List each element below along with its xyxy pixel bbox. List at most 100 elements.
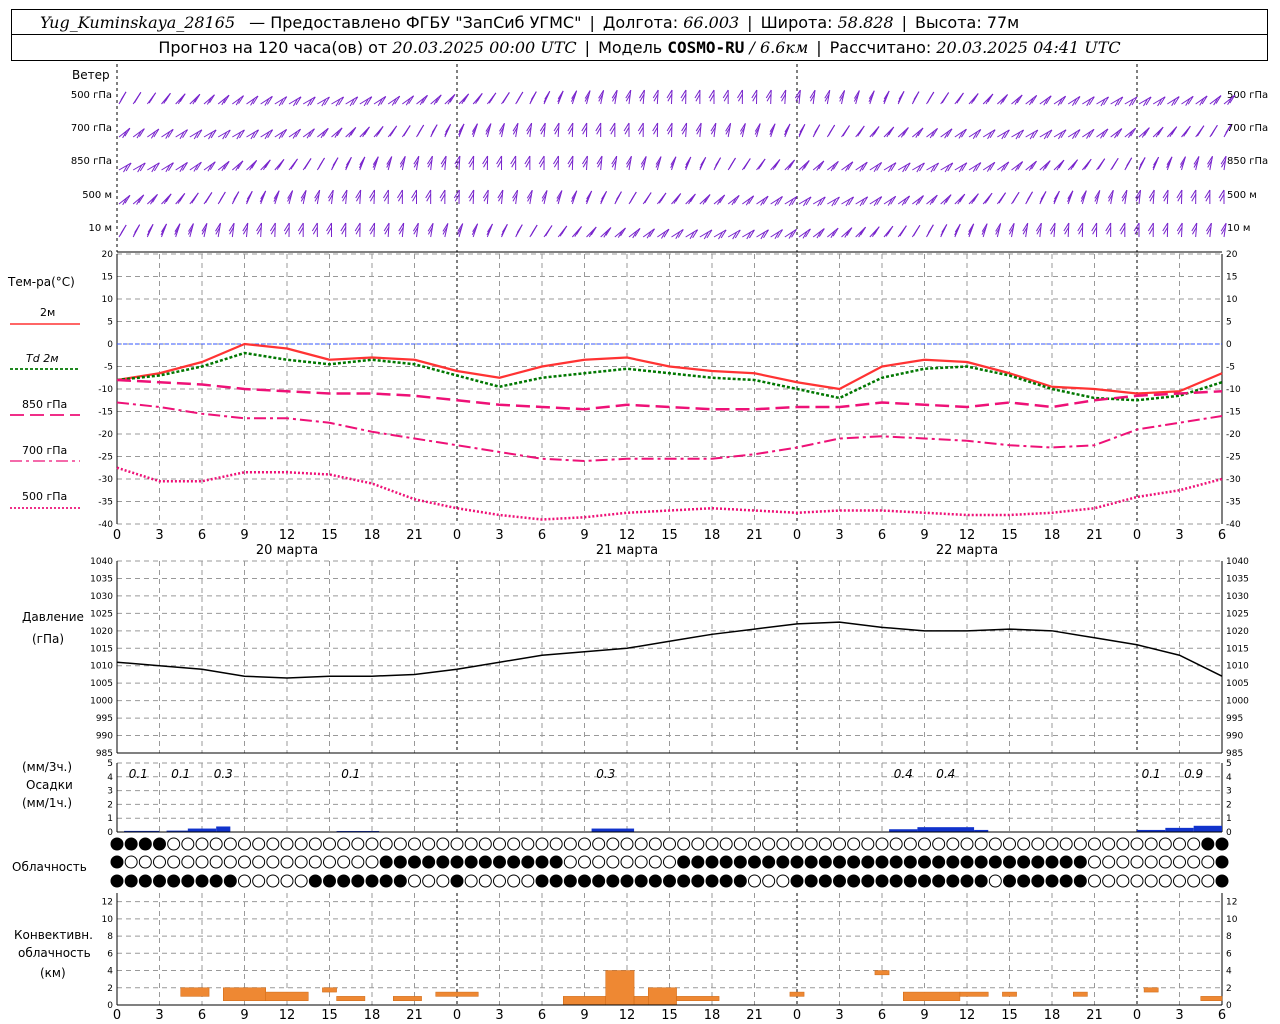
wind-barb-flag — [745, 198, 751, 206]
wind-barb-flag — [221, 97, 227, 106]
wind-barb-flag — [653, 93, 659, 102]
temp-ytick-left: -30 — [98, 475, 113, 485]
wind-barb-flag — [617, 230, 623, 238]
wind-barb-flag — [352, 96, 359, 106]
temp-ytick-right: -20 — [1226, 430, 1241, 440]
legend-700-label: 700 гПа — [22, 444, 68, 457]
wind-barb-flag — [754, 123, 761, 132]
convective-xtick: 6 — [878, 1008, 886, 1023]
wind-barb-flag — [574, 229, 580, 237]
wind-barb — [600, 156, 603, 171]
wind-barb — [812, 160, 825, 171]
wind-barb-flag — [209, 161, 216, 171]
temp-ytick-right: 10 — [1226, 295, 1238, 305]
wind-barb-flag — [788, 231, 794, 239]
wind-barb-flag — [354, 222, 361, 232]
temp-date-label: 21 марта — [596, 543, 658, 558]
cloud-cover-symbol — [903, 855, 917, 869]
wind-barb-flag — [306, 130, 312, 139]
wind-barb — [1025, 160, 1037, 171]
convective-xtick: 12 — [959, 1008, 976, 1023]
temp-ytick-right: -40 — [1226, 520, 1241, 530]
wind-barb-flag — [136, 130, 142, 139]
wind-barb-flag — [235, 163, 241, 171]
cloud-cover-symbol — [634, 874, 648, 888]
wind-barb-flag — [1210, 128, 1216, 137]
cloud-cover-symbol — [563, 874, 577, 888]
wind-level-label-left: 700 гПа — [71, 123, 112, 134]
wind-barb-flag — [328, 194, 334, 202]
cloud-cover-symbol — [960, 874, 974, 888]
cloud-cover-symbol — [181, 855, 195, 869]
wind-barb — [642, 90, 645, 105]
cloud-cover-symbol — [861, 874, 875, 888]
convective-xtick: 3 — [495, 1008, 503, 1023]
wind-barb — [416, 156, 420, 171]
wind-barb-flag — [1205, 222, 1212, 232]
convective-ytick-left: 8 — [107, 932, 113, 942]
wind-barb-flag — [915, 197, 921, 206]
precip-ytick-right: 2 — [1226, 800, 1232, 810]
wind-barb — [926, 162, 939, 171]
wind-barb-flag — [559, 229, 565, 237]
wind-barb-flag — [210, 129, 217, 139]
wind-barb — [316, 190, 321, 205]
wind-barb-flag — [725, 122, 732, 132]
cloud-cover-symbol — [223, 837, 237, 851]
wind-barb-flag — [954, 227, 960, 236]
cloud-cover-symbol — [507, 837, 521, 851]
cloud-cover-symbol — [960, 855, 974, 869]
wind-barb-flag — [733, 195, 740, 204]
temp-ytick-right: 0 — [1226, 340, 1232, 350]
wind-barb-flag — [153, 162, 160, 172]
wind-barb — [274, 129, 287, 138]
wind-barb-flag — [369, 226, 375, 235]
wind-barb-flag — [723, 93, 729, 102]
wind-barb — [331, 127, 343, 138]
cloud-cover-symbol — [1215, 837, 1229, 851]
wind-barb — [501, 190, 504, 205]
cloud-cover-symbol — [563, 837, 577, 851]
wind-barb-flag — [1106, 226, 1112, 235]
wind-barb-flag — [887, 198, 893, 206]
cloud-cover-symbol — [195, 855, 209, 869]
pressure-ytick-right: 995 — [1226, 714, 1243, 724]
wind-barb — [203, 223, 208, 238]
wind-barb-flag — [567, 155, 574, 165]
wind-barb-flag — [947, 162, 954, 172]
convective-xtick: 12 — [619, 1008, 636, 1023]
convective-ytick-right: 12 — [1226, 898, 1237, 908]
wind-barb-flag — [1114, 98, 1120, 107]
wind-barb-flag — [469, 159, 474, 168]
wind-barb-flag — [557, 90, 564, 100]
wind-barb-flag — [581, 122, 588, 132]
wind-barb-flag — [138, 194, 145, 204]
wind-barb-flag — [930, 164, 936, 173]
cloud-cover-symbol — [889, 874, 903, 888]
wind-barb-flag — [440, 193, 446, 202]
wind-barb-flag — [862, 196, 869, 206]
wind-barb-flag — [232, 195, 238, 203]
cloud-cover-symbol — [1017, 855, 1031, 869]
temp-series-line — [116, 378, 1223, 411]
wind-barb — [656, 89, 659, 105]
wind-barb-flag — [731, 197, 737, 206]
wind-barb-flag — [824, 89, 831, 99]
convective-xtick: 0 — [113, 1008, 121, 1023]
wind-barb-flag — [702, 197, 708, 205]
pressure-ytick-right: 1030 — [1226, 592, 1249, 602]
wind-barb-flag — [818, 160, 825, 170]
wind-barb-flag — [661, 231, 666, 239]
wind-barb-flag — [845, 164, 850, 172]
cloud-cover-symbol — [393, 874, 407, 888]
wind-barb-flag — [449, 94, 456, 103]
wind-barb-flag — [670, 156, 677, 165]
wind-barb — [175, 223, 181, 238]
precip-3h-label: 0.4 — [936, 767, 955, 781]
wind-barb — [203, 94, 215, 105]
wind-barb — [189, 161, 202, 171]
cloud-cover-symbol — [875, 837, 889, 851]
wind-barb-flag — [355, 189, 362, 199]
temp-ytick-left: 0 — [107, 340, 113, 350]
wind-barb — [260, 95, 273, 105]
